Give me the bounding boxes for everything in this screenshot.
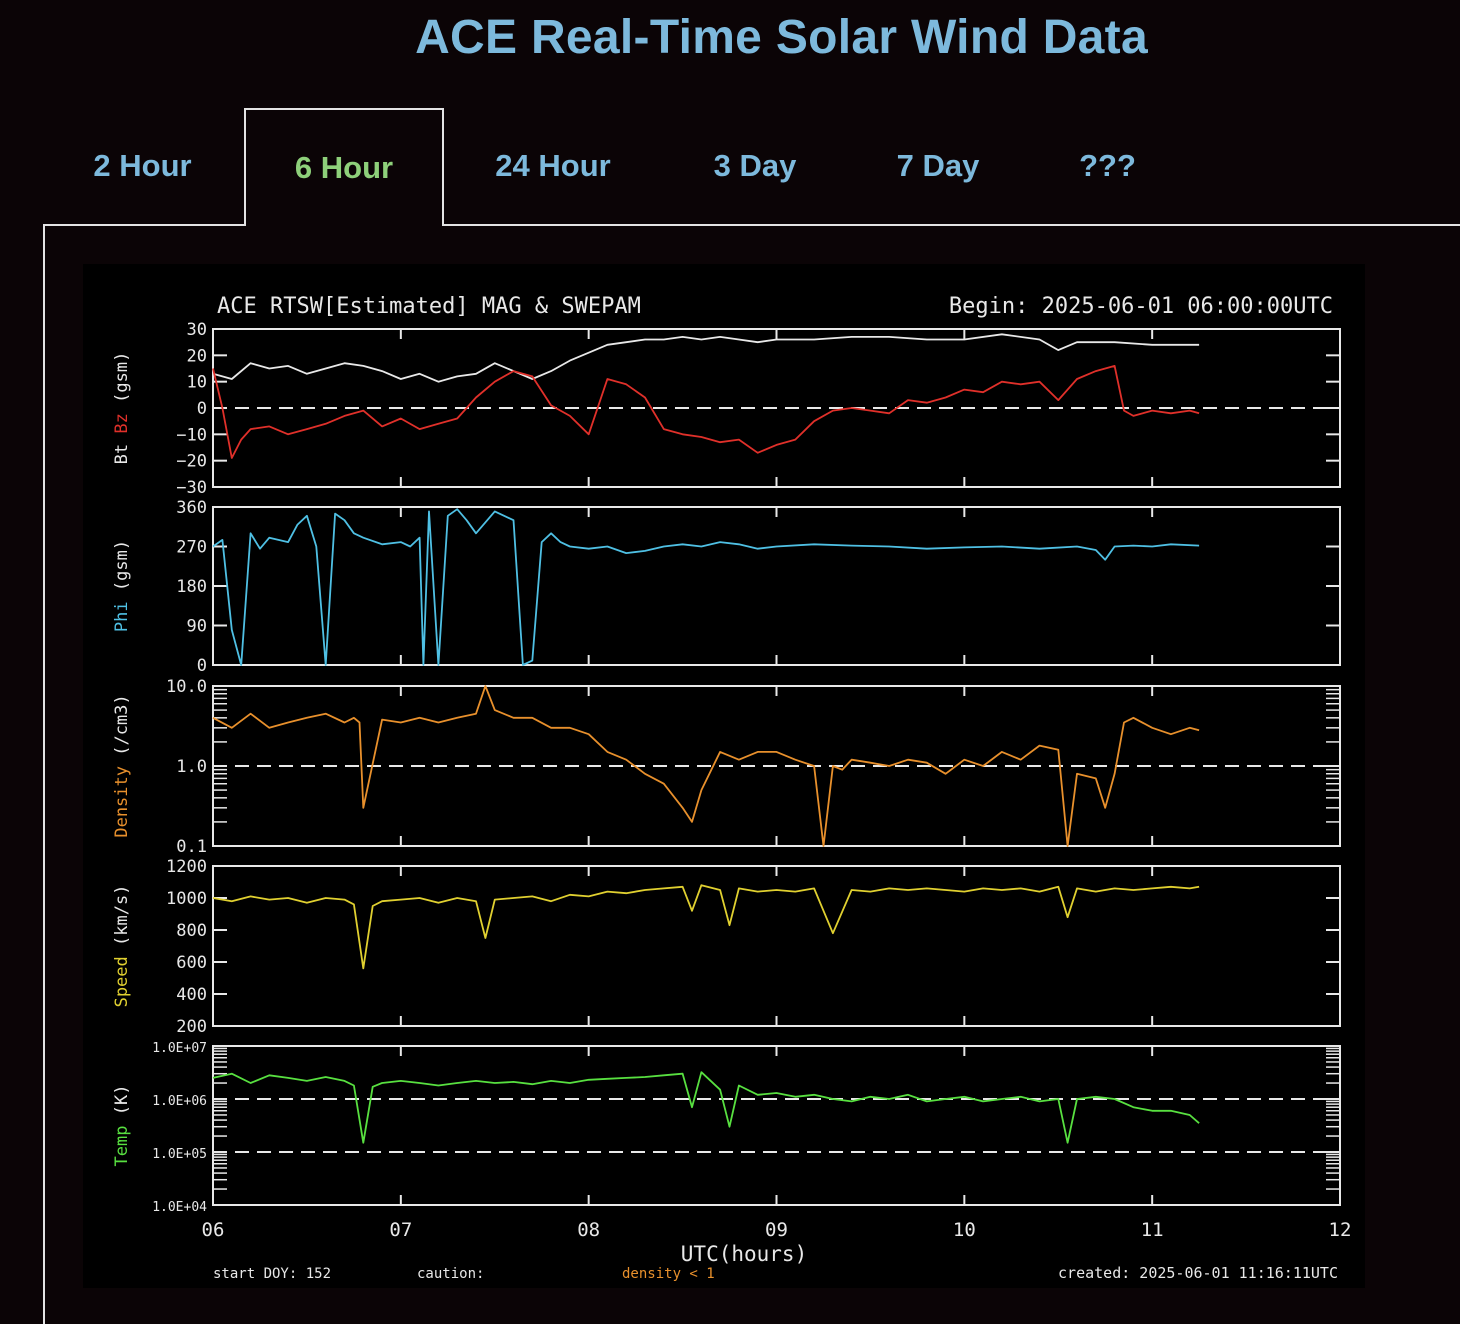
footer-start-doy: start DOY: 152 xyxy=(213,1266,331,1282)
series-phi xyxy=(212,508,1200,666)
tab-2-hour[interactable]: 2 Hour xyxy=(93,148,192,183)
speed-ytick-label: 400 xyxy=(176,985,207,1005)
phi-ytick-label: 360 xyxy=(176,498,207,518)
tab-24-hour[interactable]: 24 Hour xyxy=(495,148,611,183)
footer-caution: caution: xyxy=(417,1266,484,1282)
x-tick-label: 09 xyxy=(765,1219,788,1241)
x-axis-label: UTC(hours) xyxy=(681,1242,807,1266)
temp-ylabel-part: Temp xyxy=(112,1126,132,1167)
tab-6-hour[interactable]: 6 Hour xyxy=(244,108,444,226)
panel-mag: 30 20 10 0 −10 −20 −30 Bt Bz (gsm) xyxy=(112,320,1341,498)
speed-ylabel-part: (km/s) xyxy=(112,885,132,957)
mag-ylabel-part: Bt xyxy=(112,444,132,464)
panel-phi: 360 270 180 90 0 Phi (gsm) xyxy=(112,498,1341,676)
footer-density-note: density < 1 xyxy=(622,1266,715,1282)
temp-ytick-label: 1.0E+06 xyxy=(152,1094,207,1109)
speed-ytick-label: 800 xyxy=(176,921,207,941)
phi-ytick-label: 90 xyxy=(187,617,207,637)
x-tick-label: 12 xyxy=(1329,1219,1352,1241)
speed-ylabel-part: Speed xyxy=(112,956,132,1007)
mag-ytick-label: −10 xyxy=(176,425,207,445)
tab-3-day[interactable]: 3 Day xyxy=(713,148,797,183)
temp-ytick-label: 1.0E+05 xyxy=(152,1147,207,1162)
temp-ytick-label: 1.0E+07 xyxy=(152,1041,207,1056)
speed-ylabel: Speed (km/s) xyxy=(112,885,132,1008)
panel-speed: 1200 1000 800 600 400 200 Speed (km/s) xyxy=(112,857,1341,1037)
x-tick-label: 11 xyxy=(1141,1219,1164,1241)
mag-ylabel-part: (gsm) xyxy=(112,352,132,413)
chart-panels: 30 20 10 0 −10 −20 −30 Bt Bz (gsm) 360 270 180 90 0 P… xyxy=(112,320,1341,1215)
phi-ylabel: Phi (gsm) xyxy=(112,540,132,632)
phi-ylabel-part: (gsm) xyxy=(112,540,132,601)
series-temp xyxy=(212,1071,1200,1144)
x-tick-label: 06 xyxy=(202,1219,225,1241)
x-axis: 06 07 08 09 10 11 12 xyxy=(202,1219,1352,1241)
chart-title: ACE RTSW[Estimated] MAG & SWEPAM xyxy=(217,294,641,319)
mag-ytick-label: 20 xyxy=(187,346,207,366)
tab-7-day[interactable]: 7 Day xyxy=(896,148,980,183)
panel-density: 10.0 1.0 0.1 Density (/cm3) xyxy=(112,677,1341,857)
series-bt xyxy=(212,333,1200,383)
chart-background xyxy=(83,264,1365,1288)
x-tick-label: 07 xyxy=(389,1219,412,1241)
tab-content-panel xyxy=(43,224,1460,1324)
density-ytick-label: 1.0 xyxy=(176,757,207,777)
mag-ytick-label: 0 xyxy=(197,399,207,419)
mag-ytick-label: 30 xyxy=(187,320,207,340)
time-range-tabs: 2 Hour 6 Hour 24 Hour 3 Day 7 Day ??? xyxy=(0,108,1460,226)
temp-ylabel: Temp (K) xyxy=(112,1085,132,1167)
density-ylabel: Density (/cm3) xyxy=(112,694,132,837)
temp-ylabel-part: (K) xyxy=(112,1085,132,1126)
speed-ytick-label: 200 xyxy=(176,1017,207,1037)
solar-wind-chart: ACE RTSW[Estimated] MAG & SWEPAM Begin: … xyxy=(83,264,1365,1288)
mag-ytick-label: 10 xyxy=(187,373,207,393)
density-ylabel-part: Density xyxy=(112,766,132,838)
phi-ytick-label: 0 xyxy=(197,656,207,676)
series-density xyxy=(212,685,1200,847)
mag-ylabel: Bt Bz (gsm) xyxy=(112,352,132,465)
tab-unknown[interactable]: ??? xyxy=(1079,148,1136,183)
mag-ytick-label: −20 xyxy=(176,452,207,472)
phi-ylabel-part: Phi xyxy=(112,601,132,632)
phi-ytick-label: 180 xyxy=(176,577,207,597)
phi-ytick-label: 270 xyxy=(176,538,207,558)
density-ytick-label: 10.0 xyxy=(166,677,207,697)
temp-ytick-label: 1.0E+04 xyxy=(152,1200,207,1215)
speed-ytick-label: 1200 xyxy=(166,857,207,877)
series-speed xyxy=(212,884,1200,970)
page-title: ACE Real-Time Solar Wind Data xyxy=(415,11,1148,64)
mag-ytick-label: −30 xyxy=(176,478,207,498)
speed-ytick-label: 600 xyxy=(176,953,207,973)
series-bz xyxy=(212,365,1200,459)
x-tick-label: 08 xyxy=(577,1219,600,1241)
chart-begin-time: Begin: 2025-06-01 06:00:00UTC xyxy=(949,294,1333,319)
panel-temp: 1.0E+07 1.0E+06 1.0E+05 1.0E+04 Temp (K) xyxy=(112,1041,1341,1215)
density-ytick-label: 0.1 xyxy=(176,837,207,857)
speed-ytick-label: 1000 xyxy=(166,889,207,909)
density-ylabel-part: (/cm3) xyxy=(112,694,132,766)
mag-ylabel-part: Bz xyxy=(112,413,132,444)
x-tick-label: 10 xyxy=(953,1219,976,1241)
footer-created: created: 2025-06-01 11:16:11UTC xyxy=(1058,1264,1338,1282)
